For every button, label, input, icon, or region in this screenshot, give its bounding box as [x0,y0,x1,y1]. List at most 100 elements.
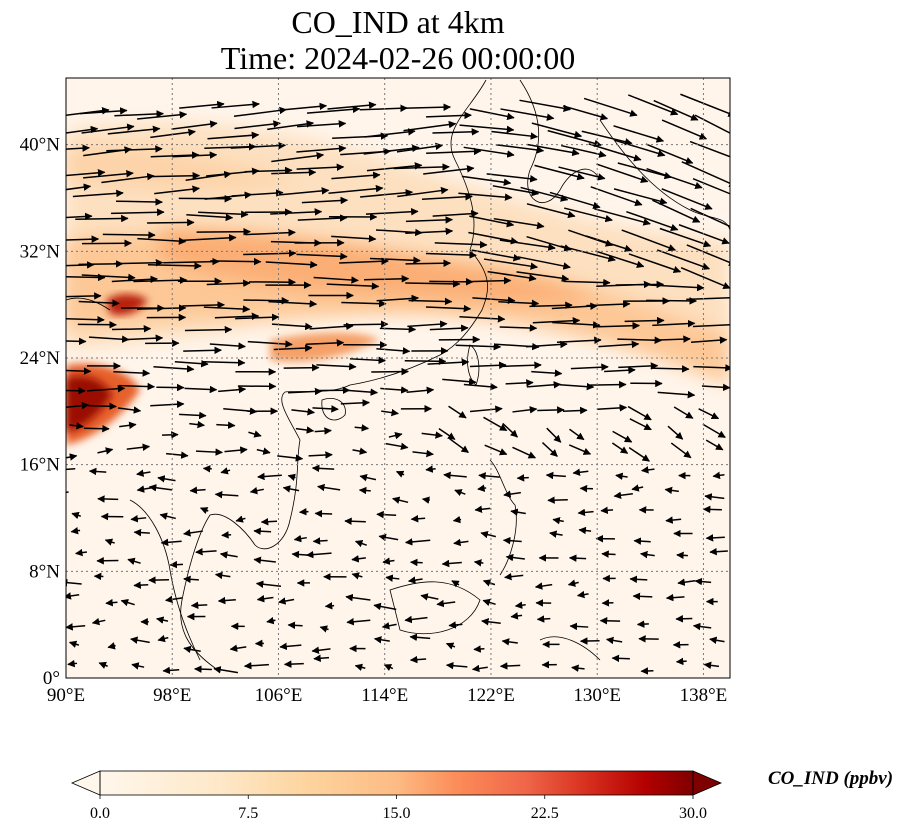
wind-arrow [111,325,152,333]
wind-arrow [425,251,477,259]
wind-arrow [650,365,690,373]
chart-subtitle: Time: 2024-02-26 00:00:00 [220,40,576,76]
wind-arrow [324,602,335,610]
wind-arrow [633,537,651,545]
wind-arrow [409,558,423,567]
wind-arrow [420,593,439,601]
wind-arrow [423,165,475,175]
wind-arrow [526,203,576,219]
wind-arrow [493,217,545,230]
wind-arrow [549,530,563,538]
wind-arrow [598,340,640,349]
wind-arrow [571,664,585,672]
wind-arrow [482,598,496,607]
wind-arrow [385,442,409,451]
wind-arrow [279,102,328,111]
wind-arrow [351,572,363,580]
wind-arrow [148,484,173,492]
wind-arrow [137,111,188,120]
wind-arrow [69,422,84,430]
wind-arrow [136,304,187,312]
wind-arrow [319,625,329,633]
wind-arrow [352,447,368,455]
wind-arrow [157,634,169,643]
wind-arrow [600,506,614,515]
wind-arrow [172,151,218,159]
wind-arrow [621,229,677,252]
wind-arrow [382,557,395,565]
wind-arrow [80,107,128,115]
wind-arrow [614,139,666,157]
wind-arrow [545,471,566,480]
wind-arrow [213,666,239,674]
wind-arrow [531,369,563,377]
wind-arrow [632,592,653,601]
wind-arrow [83,170,134,179]
wind-arrow [526,235,572,252]
wind-arrow [376,347,411,355]
wind-arrow [354,540,367,548]
wind-arrow [680,267,730,290]
wind-arrow [153,365,195,373]
wind-arrow [198,210,249,218]
wind-arrow [412,449,434,458]
wind-arrow [66,401,90,410]
wind-arrow [618,362,659,370]
wind-arrow [463,146,515,158]
wind-arrow [407,320,448,328]
wind-arrow [68,640,80,648]
wind-arrow [343,320,389,328]
wind-arrow [599,617,621,625]
wind-arrow [148,576,170,584]
wind-arrow [611,654,630,663]
wind-arrow [459,124,515,134]
wind-arrow [667,425,684,440]
wind-arrow [498,299,540,308]
wind-arrow [432,128,480,136]
wind-arrow [120,599,135,607]
wind-arrow [66,453,78,461]
wind-arrow [425,465,436,473]
wind-arrow [631,484,644,492]
wind-arrow [113,369,151,377]
wind-arrow [101,172,155,184]
wind-arrow [351,555,366,563]
wind-arrow [397,186,449,198]
wind-arrow [459,315,506,323]
wind-arrow [665,593,685,602]
wind-arrow [703,661,720,670]
wind-arrow [230,141,287,150]
wind-arrow [266,616,276,625]
lon-tick-label: 122°E [467,685,515,706]
wind-arrow [312,537,328,545]
wind-arrow [689,140,730,158]
wind-arrow [245,228,296,237]
wind-arrow [661,188,713,210]
wind-arrow [421,193,473,201]
wind-arrow [677,578,696,586]
wind-arrow [421,431,443,439]
wind-arrow [484,444,508,456]
wind-arrow [594,322,641,330]
wind-arrow [686,244,730,266]
wind-arrow [501,638,518,646]
wind-arrow [189,420,205,429]
wind-arrow [396,142,444,153]
wind-arrow [296,144,347,153]
wind-arrow [426,147,482,156]
wind-arrow [354,424,370,432]
wind-arrow [221,531,232,539]
lat-tick-label: 24°N [20,348,61,369]
wind-arrow [345,593,371,602]
wind-arrow [98,661,108,669]
wind-arrow [75,548,88,557]
wind-arrow [277,454,304,462]
wind-arrow [690,336,728,344]
wind-arrow [463,383,498,391]
wind-arrow [312,405,339,413]
lon-tick-label: 98°E [153,685,191,706]
wind-arrow [629,418,652,431]
wind-arrow [283,660,304,668]
wind-arrow [102,231,156,239]
wind-arrow [702,505,722,514]
